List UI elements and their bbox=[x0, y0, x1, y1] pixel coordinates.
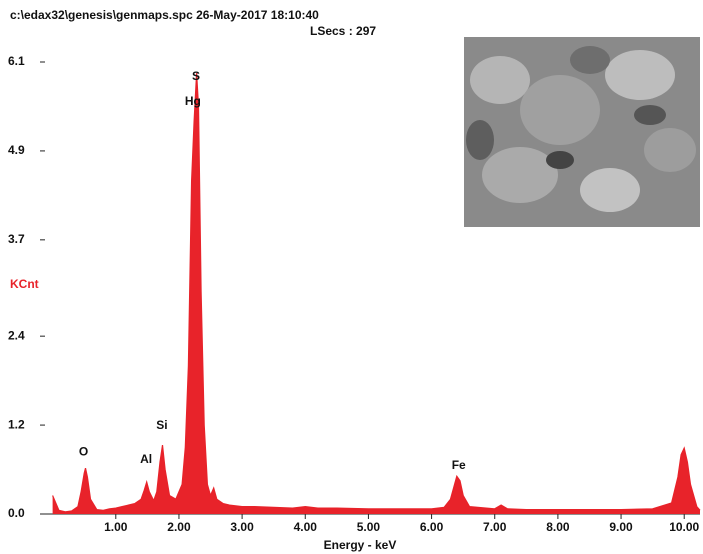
peak-label: Hg bbox=[185, 94, 201, 108]
y-tick-label: 0.0 bbox=[8, 506, 25, 520]
y-tick-label: 1.2 bbox=[8, 417, 25, 431]
x-tick-label: 1.00 bbox=[104, 520, 128, 534]
peak-label: O bbox=[79, 445, 88, 459]
sem-inset bbox=[464, 37, 700, 227]
x-axis-label: Energy - keV bbox=[324, 538, 397, 552]
y-tick-label: 2.4 bbox=[8, 328, 25, 342]
peak-label: Al bbox=[140, 452, 152, 466]
chart-subtitle: LSecs : 297 bbox=[310, 24, 376, 38]
x-tick-label: 3.00 bbox=[230, 520, 254, 534]
peak-label: Fe bbox=[452, 458, 466, 472]
y-tick-label: 6.1 bbox=[8, 54, 25, 68]
x-tick-label: 8.00 bbox=[546, 520, 570, 534]
chart-title: c:\edax32\genesis\genmaps.spc 26-May-201… bbox=[10, 8, 319, 22]
chart: c:\edax32\genesis\genmaps.spc 26-May-201… bbox=[0, 0, 703, 554]
x-tick-label: 5.00 bbox=[357, 520, 381, 534]
x-tick-label: 4.00 bbox=[294, 520, 318, 534]
x-tick-label: 10.00 bbox=[669, 520, 699, 534]
x-tick-label: 7.00 bbox=[483, 520, 507, 534]
y-tick-label: 3.7 bbox=[8, 232, 25, 246]
x-tick-label: 6.00 bbox=[420, 520, 444, 534]
peak-label: S bbox=[192, 69, 200, 83]
y-tick-label: 4.9 bbox=[8, 143, 25, 157]
peak-label: Si bbox=[156, 418, 167, 432]
x-tick-label: 9.00 bbox=[609, 520, 633, 534]
y-axis-label: KCnt bbox=[10, 277, 39, 291]
x-tick-label: 2.00 bbox=[167, 520, 191, 534]
